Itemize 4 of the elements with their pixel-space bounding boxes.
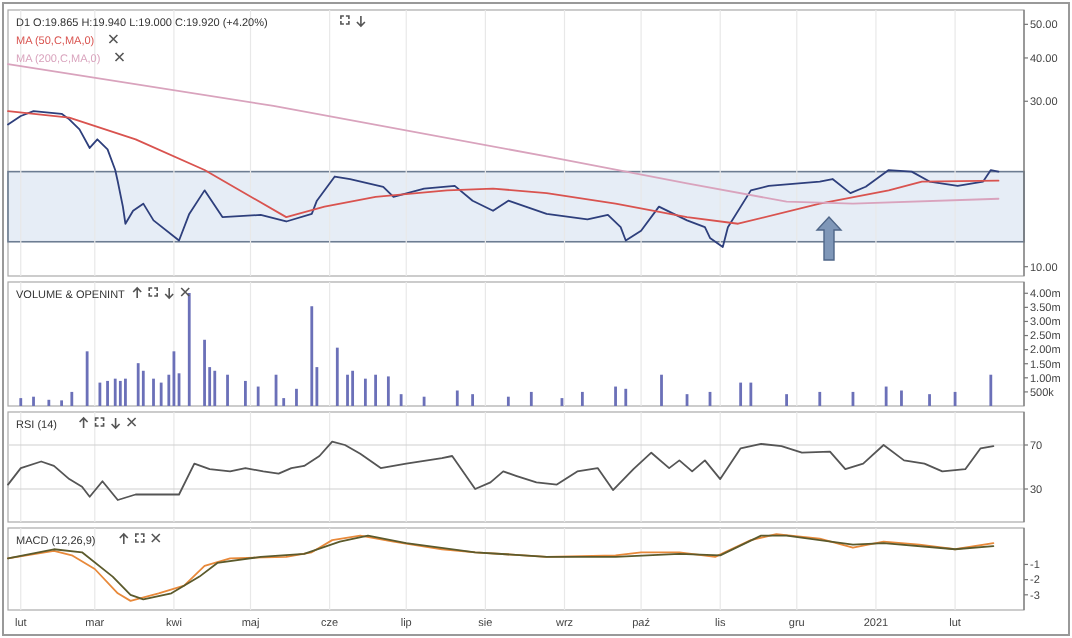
line-series xyxy=(7,440,995,501)
line-series xyxy=(7,110,1000,225)
line-series xyxy=(7,63,1000,205)
line-series xyxy=(7,110,1000,248)
